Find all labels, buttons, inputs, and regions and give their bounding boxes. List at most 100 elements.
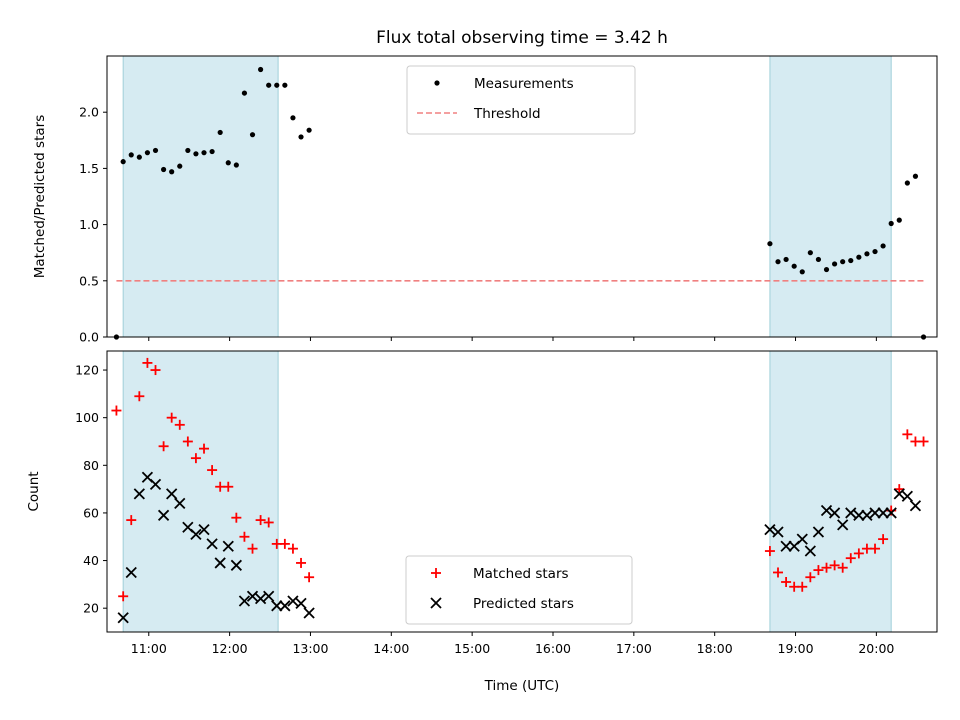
y-tick-label: 1.0 — [79, 217, 99, 232]
x-marker-b — [238, 595, 251, 607]
measurement-point — [872, 248, 878, 255]
y-tick-label: 120 — [75, 363, 99, 378]
x-tick-label: 13:00 — [292, 641, 328, 656]
predicted-star-point — [837, 519, 849, 531]
predicted-star-point — [133, 488, 145, 500]
x-marker-b — [901, 490, 913, 502]
y-tick-label: 0.0 — [79, 330, 99, 345]
predicted-star-point — [287, 595, 299, 607]
measurement-point — [225, 160, 231, 166]
measurement-point — [888, 220, 894, 227]
axes-frame — [106, 350, 938, 633]
axes-frame — [106, 55, 938, 338]
x-marker-b — [869, 507, 881, 519]
predicted-star-point — [901, 490, 913, 502]
predicted-star-point — [166, 488, 178, 500]
matched-star-point — [764, 546, 775, 557]
y-tick-label: 40 — [83, 553, 99, 568]
x-marker-b — [303, 607, 315, 619]
predicted-star-point — [279, 600, 291, 612]
matched-star-point — [845, 553, 856, 564]
predicted-star-point — [198, 523, 210, 536]
matched-star-point — [190, 453, 201, 464]
legend-x-b — [430, 597, 442, 609]
x-marker-b — [166, 488, 178, 500]
y-axis-label: Matched/Predicted stars — [32, 115, 48, 278]
y-tick-label: 80 — [83, 458, 99, 473]
x-marker-b — [174, 497, 186, 510]
matched-star-point — [304, 572, 315, 583]
predicted-star-point — [772, 526, 784, 538]
matched-star-point — [207, 465, 218, 476]
matched-star-point — [174, 419, 185, 430]
x-tick-label: 17:00 — [616, 641, 652, 656]
y-axis-label: Count — [26, 471, 42, 511]
measurement-point — [912, 173, 919, 179]
x-tick-label: 18:00 — [697, 641, 733, 656]
measurement-point — [258, 66, 264, 73]
predicted-star-point — [190, 528, 202, 541]
predicted-star-point — [303, 607, 315, 619]
x-marker-b — [222, 540, 234, 552]
x-tick-label: 14:00 — [373, 641, 409, 656]
predicted-star-point — [909, 500, 922, 512]
y-tick-label: 1.5 — [79, 161, 99, 176]
predicted-star-point — [174, 497, 186, 510]
measurement-point — [274, 82, 280, 88]
x-marker-b — [117, 612, 129, 624]
matched-star-point — [821, 562, 832, 573]
measurement-point — [290, 115, 296, 121]
x-marker-b — [853, 509, 865, 521]
measurement-point — [880, 243, 886, 249]
legend-box — [406, 65, 636, 135]
matched-star-point — [894, 484, 905, 495]
predicted-star-point — [877, 507, 889, 519]
measurement-point — [120, 159, 126, 165]
x-marker-b — [279, 600, 291, 612]
x-tick-label: 12:00 — [212, 641, 248, 656]
predicted-star-point — [845, 507, 857, 519]
matched-star-point — [853, 548, 864, 559]
measurement-point — [848, 257, 854, 264]
measurement-point — [209, 148, 215, 155]
measurement-point — [217, 129, 223, 136]
y-tick-label: 20 — [83, 601, 99, 616]
matched-star-point — [287, 543, 298, 554]
x-marker-b — [157, 509, 170, 521]
chart-title: Flux total observing time = 3.42 h — [376, 28, 668, 48]
predicted-star-point — [764, 523, 776, 536]
predicted-star-point — [125, 566, 137, 579]
x-marker-b — [812, 526, 825, 538]
matched-star-point — [773, 567, 784, 578]
x-marker-b — [230, 559, 242, 571]
matched-star-point — [870, 543, 881, 554]
measurement-point — [298, 134, 304, 140]
x-axis-label: Time (UTC) — [484, 678, 560, 694]
legend-box — [405, 555, 633, 625]
x-marker-b — [772, 526, 784, 538]
x-marker-b — [828, 507, 841, 519]
matched-star-point — [797, 581, 808, 592]
predicted-star-point — [861, 509, 873, 521]
legend-label: Measurements — [474, 76, 574, 92]
predicted-star-point — [271, 600, 283, 612]
legend-label: Predicted stars — [473, 596, 574, 612]
measurement-point — [775, 259, 781, 265]
matched-star-point — [182, 436, 193, 447]
x-marker-b — [198, 523, 210, 536]
measurement-point — [177, 163, 183, 169]
x-marker-b — [271, 600, 283, 612]
matched-star-point — [247, 543, 258, 554]
predicted-star-point — [206, 538, 218, 550]
measurement-point — [840, 259, 846, 265]
x-tick-label: 16:00 — [535, 641, 571, 656]
measurement-point — [807, 250, 813, 256]
measurement-point — [249, 132, 256, 138]
matched-star-point — [126, 515, 137, 526]
matched-star-point — [837, 562, 848, 573]
predicted-star-point — [828, 507, 841, 519]
x-marker-b — [804, 545, 816, 557]
measurement-point — [823, 266, 830, 273]
x-marker-b — [206, 538, 218, 550]
